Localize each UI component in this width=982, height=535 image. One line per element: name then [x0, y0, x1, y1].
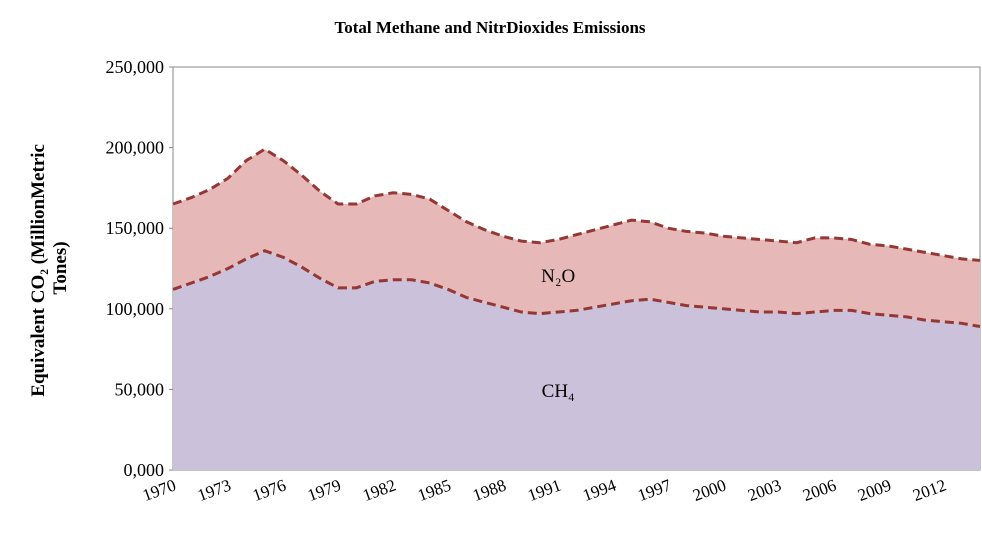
- y-axis-label-line: Tones): [50, 241, 71, 294]
- y-tick-label: 200,000: [106, 138, 165, 158]
- y-tick-label: 50,000: [115, 379, 165, 399]
- area: [173, 250, 980, 470]
- x-tick-label: 1973: [195, 476, 233, 505]
- area: [173, 149, 980, 327]
- chart-title: Total Methane and NitrDioxides Emissions: [334, 18, 645, 37]
- x-tick-label: 1979: [305, 476, 343, 505]
- x-tick-label: 1988: [470, 476, 508, 505]
- x-tick-label: 2012: [910, 476, 948, 505]
- x-tick-label: 1976: [250, 476, 288, 505]
- x-tick-label: 1982: [360, 476, 398, 505]
- x-tick-label: 1985: [415, 476, 453, 505]
- x-tick-label: 2006: [800, 476, 838, 505]
- y-tick-label: 0,000: [124, 460, 165, 480]
- series-label: CH₄: [542, 381, 575, 402]
- y-axis-label: Equivalent CO₂ (MillionMetric Tones): [28, 139, 71, 396]
- area-edge: [172, 249, 981, 329]
- y-tick-label: 150,000: [106, 218, 165, 238]
- x-tick-label: 1994: [580, 475, 619, 505]
- x-tick-label: 2009: [855, 476, 893, 505]
- x-tick-label: 2000: [690, 476, 728, 505]
- y-axis-label-line: Equivalent CO₂ (MillionMetric: [28, 144, 49, 397]
- x-tick-label: 1997: [635, 475, 674, 505]
- x-tick-label: 1991: [525, 476, 563, 505]
- area-edge: [172, 147, 981, 262]
- y-tick-label: 100,000: [106, 299, 165, 319]
- x-tick-label: 2003: [745, 476, 783, 505]
- series-label: N₂O: [541, 266, 575, 287]
- y-tick-label: 250,000: [106, 57, 165, 77]
